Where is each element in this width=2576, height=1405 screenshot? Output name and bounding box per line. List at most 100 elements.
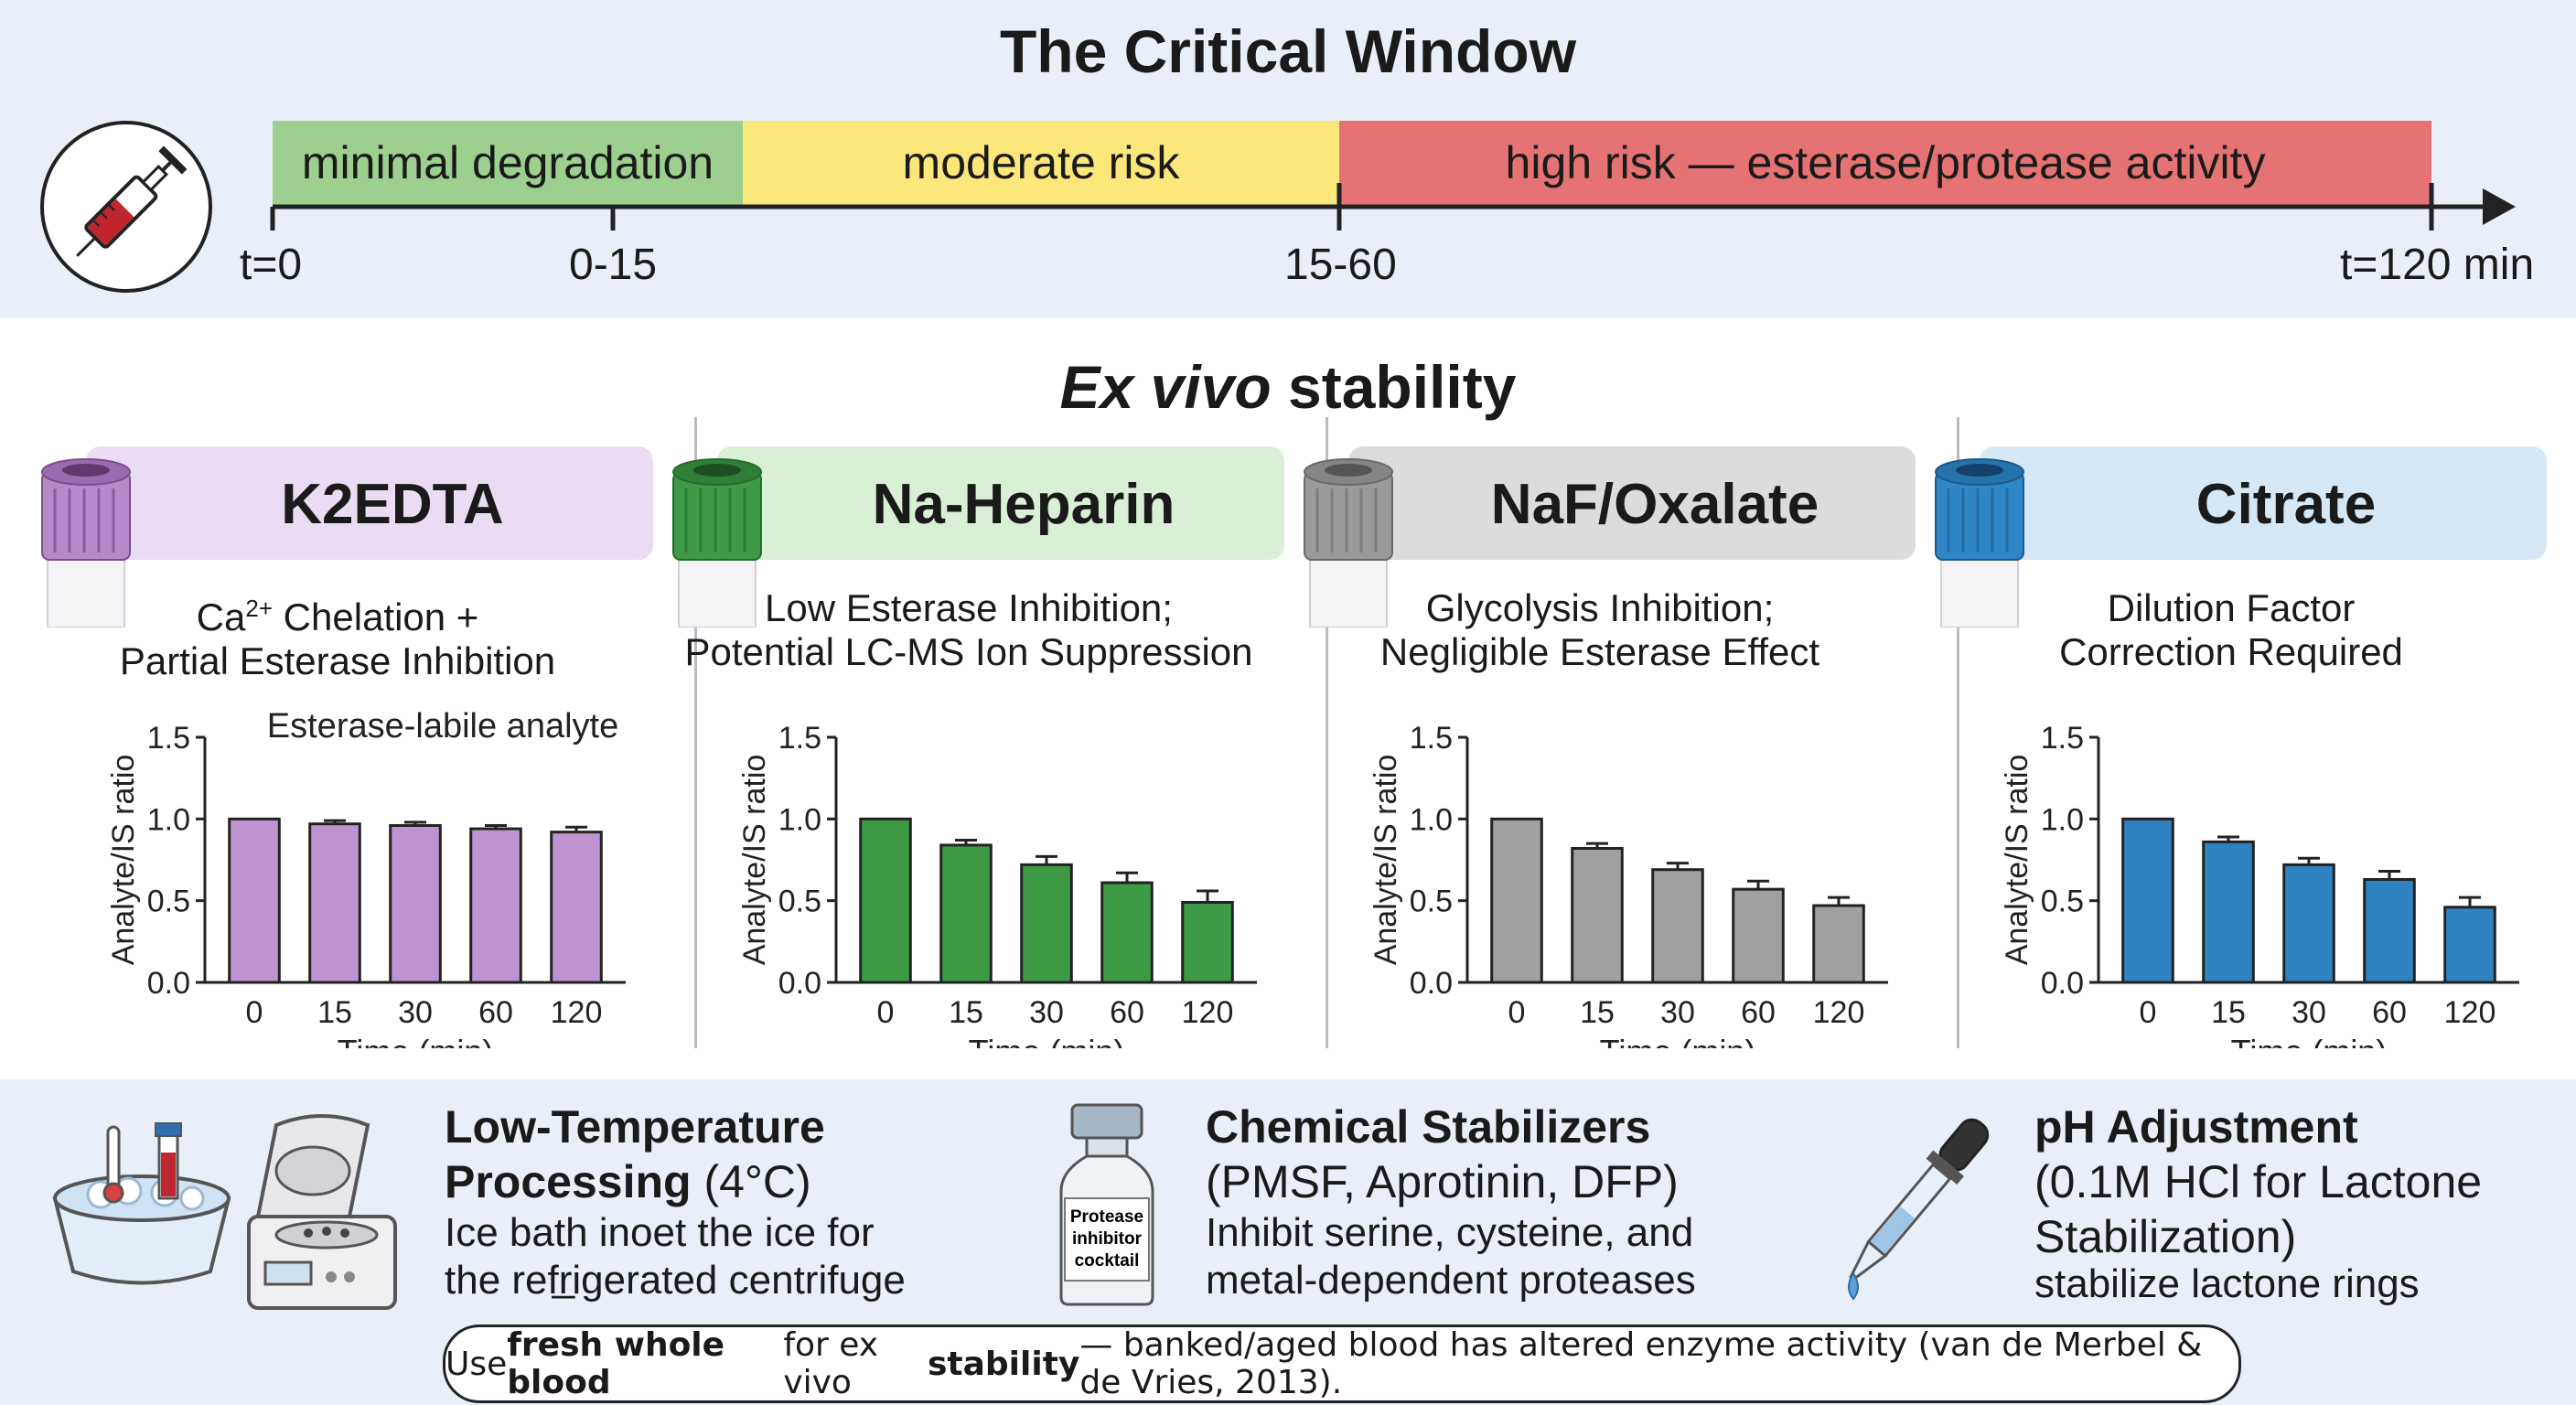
panel-description: Glycolysis Inhibition; Negligible Estera… [1379,586,1820,673]
y-axis-label: Analyte/IS ratio [2000,755,2034,966]
y-tick-label: 0.0 [147,966,190,1001]
y-tick-label: 0.5 [778,885,821,919]
x-tick-label: 30 [1029,995,1064,1030]
tick-t120: t=120 min [2340,241,2535,289]
bar [2282,863,2335,984]
x-axis-label: Time (min) [338,1033,494,1048]
header-box [1348,446,1916,560]
x-tick-label: 0 [246,995,263,1030]
page-title: The Critical Window [999,17,1577,85]
y-tick-label: 1.0 [147,802,190,837]
bar [2443,906,2496,984]
bar [389,823,442,984]
y-tick-label: 0.0 [2041,966,2084,1001]
panel-title: Citrate [2195,472,2377,536]
centrifuge-icon [247,1114,397,1310]
ice-bath-icon [52,1122,231,1285]
x-tick-label: 30 [398,995,433,1030]
bar [1181,900,1234,984]
bar [1571,846,1624,984]
header-box [1980,446,2547,560]
bar [1100,881,1154,984]
x-axis-label: Time (min) [1600,1033,1756,1048]
low-temp-title: Low-Temperature Processing (4°C) [445,1101,825,1207]
panel-divider [1957,417,1959,1048]
panel-citrate: Citrate Dilution Factor Correction Requi… [1916,445,2547,1048]
panel-description: Low Esterase Inhibition; Potential LC-MS… [684,586,1253,673]
y-tick-label: 0.5 [147,885,190,919]
x-tick-label: 120 [2444,995,2496,1030]
header-box [717,446,1284,560]
footer-note: Use fresh whole blood for ex vivo stabil… [443,1325,2241,1403]
x-tick-label: 120 [551,995,603,1030]
y-tick-label: 0.0 [1410,966,1453,1001]
x-tick-label: 60 [1741,995,1776,1030]
y-tick-label: 1.5 [2041,721,2084,756]
y-axis-label: Analyte/IS ratio [737,755,772,966]
x-tick-label: 60 [478,995,513,1030]
panel-title: NaF/Oxalate [1490,472,1819,536]
tick-15-60: 15-60 [1284,241,1397,289]
y-tick-label: 0.5 [1410,885,1453,919]
timeline-segment-minimal: minimal degradation [273,121,743,205]
panel-description: Dilution Factor Correction Required [2059,586,2403,673]
tube-icon [1935,458,2024,627]
bar [2121,817,2174,984]
bar [308,822,361,984]
syringe-icon [40,121,212,293]
y-tick-label: 1.5 [778,721,821,756]
chem-stab-body: Inhibit serine, cysteine, and metal-depe… [1206,1210,1696,1303]
y-axis-label: Analyte/IS ratio [1368,755,1403,966]
bar [939,843,993,984]
y-tick-label: 1.5 [147,721,190,756]
panel-divider [694,417,697,1048]
panel-description: Ca2+ Chelation + Partial Esterase Inhibi… [119,595,556,682]
y-tick-label: 0.0 [778,966,821,1001]
x-tick-label: 0 [2140,995,2157,1030]
chart-annotation: Esterase-labile analyte [267,707,618,745]
x-axis-label: Time (min) [2231,1033,2388,1048]
bar [1020,863,1073,984]
x-tick-label: 120 [1813,995,1865,1030]
tube-header: Citrate [1916,445,2547,627]
tube-header: NaF/Oxalate [1284,445,1916,627]
bar [469,827,522,984]
x-tick-label: 15 [1580,995,1615,1030]
timeline-segment-moderate: moderate risk [743,121,1339,205]
tick-t0: t=0 [240,241,303,289]
dropper-icon [1848,1118,1990,1301]
x-tick-label: 15 [317,995,352,1030]
y-tick-label: 0.5 [2041,885,2084,919]
low-temp-body: Ice bath inoet the ice for the refr̲iger… [445,1210,906,1303]
section-subtitle: Ex vivo stability [1059,353,1517,421]
vial-icon: Protease inhibitor cocktail [1059,1103,1154,1306]
ph-adjust-body: stabilize lactone rings [2034,1261,2420,1306]
bar [859,817,912,984]
vial-label-line: cocktail [1075,1251,1140,1271]
ph-adjust-title: pH Adjustment (0.1M HCl for Lactone Stab… [2034,1101,2483,1262]
vial-label-line: Protease [1070,1207,1143,1227]
bar [2202,840,2255,984]
x-tick-label: 60 [1110,995,1144,1030]
bar [1812,904,1865,984]
bar [228,817,281,984]
bar [1651,868,1704,984]
tube-icon [41,458,131,627]
panel-title: Na-Heparin [872,472,1175,536]
x-tick-label: 0 [877,995,895,1030]
bar [2363,877,2416,984]
y-axis-label: Analyte/IS ratio [106,755,141,966]
tube-header: K2EDTA [22,445,653,627]
y-tick-label: 1.0 [778,802,821,837]
x-tick-label: 30 [1660,995,1695,1030]
x-tick-label: 120 [1182,995,1234,1030]
y-tick-label: 1.0 [2041,802,2084,837]
panel-naf-oxalate: NaF/Oxalate Glycolysis Inhibition; Negli… [1284,445,1916,1048]
y-tick-label: 1.0 [1410,802,1453,837]
x-tick-label: 15 [949,995,983,1030]
vial-label-line: inhibitor [1072,1229,1143,1249]
chem-stab-title: Chemical Stabilizers (PMSF, Aprotinin, D… [1206,1101,1679,1207]
